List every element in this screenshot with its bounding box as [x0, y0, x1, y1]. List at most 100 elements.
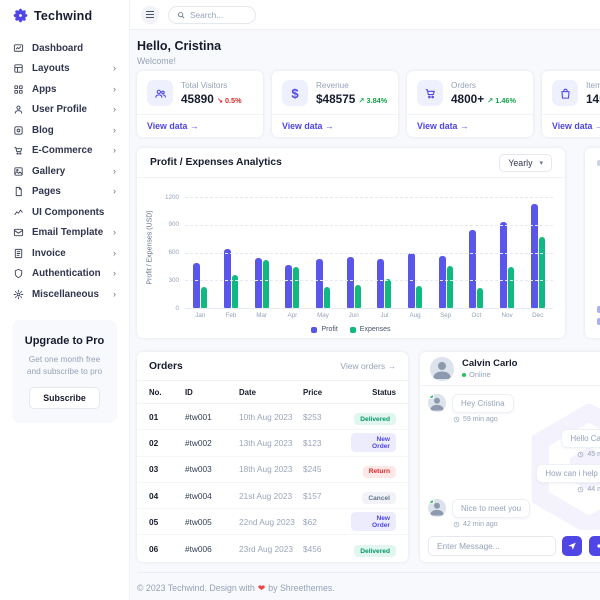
- cutoff-button-icon: [594, 541, 600, 551]
- bar-expenses: [262, 260, 269, 308]
- chevron-right-icon: ›: [113, 83, 116, 94]
- sidebar-item-miscellaneous[interactable]: Miscellaneous ›: [0, 284, 129, 305]
- table-row[interactable]: 06 #tw006 23rd Aug 2023 $456 Delivered: [137, 535, 408, 561]
- stat-value: $48575: [316, 91, 356, 106]
- table-row[interactable]: 05 #tw005 22nd Aug 2023 $62 New Order: [137, 509, 408, 536]
- message-time: 42 min ago: [453, 521, 600, 528]
- chat-user-status: Online: [462, 370, 517, 379]
- y-axis-tick: 0: [175, 304, 179, 312]
- users-icon: [154, 87, 167, 100]
- chevron-right-icon: ›: [113, 288, 116, 299]
- gridline: [185, 252, 553, 254]
- x-axis-label: Feb: [225, 312, 237, 319]
- sidebar-item-label: Dashboard: [32, 42, 84, 54]
- chart-x-labels: Jan Feb Mar Apr May Jun Jul Aug Sep Oct Nov Dec: [185, 312, 553, 319]
- cell-date: 18th Aug 2023: [239, 464, 293, 475]
- bar-profit: [346, 256, 354, 308]
- table-row[interactable]: 04 #tw004 21st Aug 2023 $157 Cancel: [137, 483, 408, 510]
- view-data-link[interactable]: View data →: [407, 114, 533, 137]
- clock-icon: [577, 486, 584, 493]
- chevron-right-icon: ›: [113, 145, 116, 156]
- stat-value: 4800+: [451, 91, 485, 106]
- footer-text: © 2023 Techwind. Design with: [137, 583, 255, 593]
- clock-icon: [453, 521, 460, 528]
- chat-message-input[interactable]: [428, 536, 556, 556]
- orders-table: No. ID Date Price Status 01 #tw001 10th Aug 202…: [137, 381, 408, 562]
- avatar: [428, 499, 446, 517]
- view-data-link[interactable]: View data →: [542, 114, 600, 137]
- sidebar-item-authentication[interactable]: Authentication ›: [0, 264, 129, 285]
- gridline: [185, 224, 553, 226]
- sidebar-item-email-template[interactable]: Email Template ›: [0, 223, 129, 244]
- view-data-link[interactable]: View data →: [272, 114, 398, 137]
- cutoff-button[interactable]: [589, 536, 600, 556]
- bar-profit: [254, 258, 262, 308]
- cell-id: #tw002: [185, 437, 212, 448]
- online-dot-icon: [429, 394, 434, 399]
- legend-label: Expenses: [359, 326, 391, 333]
- bar-profit: [316, 259, 324, 308]
- stat-label: Orders: [451, 80, 477, 90]
- status-badge: Cancel: [362, 492, 396, 505]
- hamburger-menu-icon[interactable]: [141, 5, 159, 24]
- bar-chart: Profit / Expenses (USD) Jan Feb Mar Apr May J…: [137, 178, 565, 338]
- bar-expenses: [385, 279, 392, 308]
- cell-date: 13th Aug 2023: [239, 437, 293, 448]
- sidebar-item-label: Invoice: [32, 247, 66, 259]
- table-row[interactable]: 03 #tw003 18th Aug 2023 $245 Return: [137, 457, 408, 483]
- sidebar-item-dashboard[interactable]: Dashboard: [0, 38, 129, 59]
- sidebar-item-invoice[interactable]: Invoice ›: [0, 243, 129, 264]
- ecommerce-icon: [13, 145, 24, 156]
- sidebar-item-pages[interactable]: Pages ›: [0, 182, 129, 203]
- send-button[interactable]: [562, 536, 582, 556]
- sidebar-item-blog[interactable]: Blog ›: [0, 120, 129, 141]
- bar-profit: [530, 203, 538, 308]
- view-orders-link[interactable]: View orders →: [340, 361, 396, 371]
- stat-card-total-visitors: Total Visitors 45890 ↘ 0.5% View data →: [137, 71, 263, 137]
- legend-item-expenses: Expenses: [349, 326, 391, 333]
- sidebar-item-e-commerce[interactable]: E-Commerce ›: [0, 141, 129, 162]
- cell-price: $157: [303, 490, 322, 501]
- user-icon: [13, 104, 24, 115]
- sidebar-item-user-profile[interactable]: User Profile ›: [0, 100, 129, 121]
- message-bubble: Nice to meet you: [452, 499, 531, 518]
- sidebar-item-gallery[interactable]: Gallery ›: [0, 161, 129, 182]
- message-bubble: How can i help you: [536, 464, 600, 483]
- bar-group-sep: [430, 197, 461, 308]
- sidebar-item-label: Authentication: [32, 268, 101, 280]
- sidebar-item-apps[interactable]: Apps ›: [0, 79, 129, 100]
- view-data-link[interactable]: View data →: [137, 114, 263, 137]
- sidebar-item-ui-components[interactable]: UI Components: [0, 202, 129, 223]
- cutoff-panel-icon: [597, 160, 600, 166]
- heart-icon: ❤: [257, 583, 266, 593]
- period-select[interactable]: Yearly ▾: [499, 153, 552, 172]
- cell-price: $123: [303, 437, 322, 448]
- sidebar-item-label: Miscellaneous: [32, 288, 99, 300]
- bar-group-mar: [246, 197, 277, 308]
- main-content: Hello, Cristina Welcome! Total Visitors 4…: [130, 30, 600, 600]
- greeting: Hello, Cristina Welcome!: [137, 39, 221, 66]
- bar-group-jun: [338, 197, 369, 308]
- brand-logo[interactable]: Techwind: [0, 0, 129, 29]
- search-input[interactable]: [190, 9, 250, 20]
- stat-card-orders: Orders 4800+ ↗ 1.46% View data →: [407, 71, 533, 137]
- message-time: 45 min ago: [577, 451, 600, 458]
- send-icon: [567, 541, 577, 551]
- chevron-right-icon: ›: [113, 165, 116, 176]
- subscribe-button[interactable]: Subscribe: [29, 386, 100, 409]
- cell-id: #tw003: [185, 464, 212, 475]
- status-badge: New Order: [351, 433, 396, 453]
- table-row[interactable]: 02 #tw002 13th Aug 2023 $123 New Order: [137, 430, 408, 457]
- ui-components-icon: [13, 207, 24, 218]
- legend-swatch: [349, 326, 356, 333]
- legend-item-profit: Profit: [311, 326, 338, 333]
- chevron-right-icon: ›: [113, 227, 116, 238]
- cutoff-panel: [585, 148, 600, 338]
- table-row[interactable]: 01 #tw001 10th Aug 2023 $253 Delivered: [137, 404, 408, 431]
- stat-label: Items: [586, 80, 600, 90]
- chat-message-incoming: Nice to meet you: [428, 499, 600, 518]
- bar-expenses: [354, 284, 361, 308]
- cell-id: #tw001: [185, 411, 212, 422]
- orders-header: Orders View orders →: [137, 352, 408, 381]
- sidebar-item-layouts[interactable]: Layouts ›: [0, 59, 129, 80]
